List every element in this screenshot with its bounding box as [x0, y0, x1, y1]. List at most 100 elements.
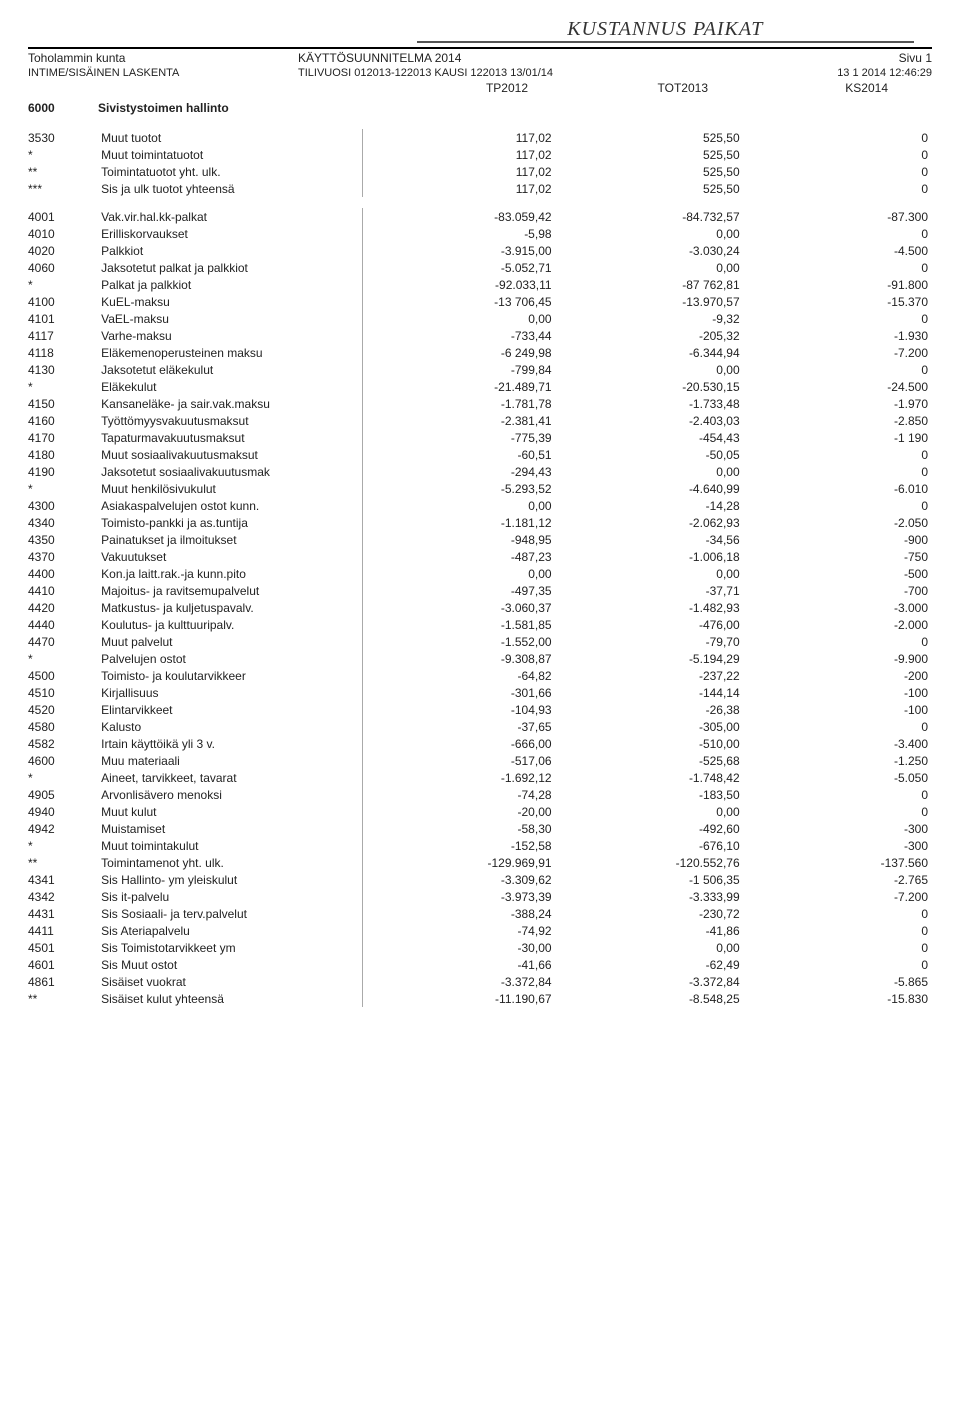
row-tot2013: -34,56 [552, 531, 740, 548]
table-row: 4060Jaksotetut palkat ja palkkiot-5.052,… [28, 259, 932, 276]
row-tot2013: -1.733,48 [552, 395, 740, 412]
row-ks2014: 0 [740, 718, 932, 735]
row-tp2012: -1.181,12 [363, 514, 552, 531]
row-label: Koulutus- ja kulttuuripalv. [101, 616, 363, 633]
table-row: 4470Muut palvelut-1.552,00-79,700 [28, 633, 932, 650]
row-tot2013: 0,00 [552, 803, 740, 820]
row-code: 4170 [28, 429, 101, 446]
row-label: Toimintamenot yht. ulk. [101, 854, 363, 871]
row-code: 4905 [28, 786, 101, 803]
row-label: Erilliskorvaukset [101, 225, 363, 242]
table-row: 4150Kansaneläke- ja sair.vak.maksu-1.781… [28, 395, 932, 412]
row-tot2013: -1.482,93 [552, 599, 740, 616]
row-tot2013: -5.194,29 [552, 650, 740, 667]
row-tot2013: 0,00 [552, 463, 740, 480]
row-code: 4190 [28, 463, 101, 480]
ledger-table: 3530Muut tuotot117,02525,500*Muut toimin… [28, 129, 932, 1007]
row-ks2014: -500 [740, 565, 932, 582]
row-tot2013: -476,00 [552, 616, 740, 633]
row-label: Kalusto [101, 718, 363, 735]
row-ks2014: -300 [740, 820, 932, 837]
table-row: 4101VaEL-maksu0,00-9,320 [28, 310, 932, 327]
table-row: 4180Muut sosiaalivakuutusmaksut-60,51-50… [28, 446, 932, 463]
row-label: Palvelujen ostot [101, 650, 363, 667]
table-row: **Toimintatuotot yht. ulk.117,02525,500 [28, 163, 932, 180]
row-tp2012: -1.692,12 [363, 769, 552, 786]
row-label: Majoitus- ja ravitsemupalvelut [101, 582, 363, 599]
row-tp2012: -20,00 [363, 803, 552, 820]
row-label: VaEL-maksu [101, 310, 363, 327]
table-row: *Muut toimintakulut-152,58-676,10-300 [28, 837, 932, 854]
row-code: 4001 [28, 208, 101, 225]
row-tot2013: -4.640,99 [552, 480, 740, 497]
row-code: 4510 [28, 684, 101, 701]
row-tot2013: -305,00 [552, 718, 740, 735]
row-tp2012: -152,58 [363, 837, 552, 854]
row-code: * [28, 769, 101, 786]
row-tp2012: -3.309,62 [363, 871, 552, 888]
row-tp2012: 117,02 [363, 129, 552, 146]
row-tot2013: -1.006,18 [552, 548, 740, 565]
row-tot2013: 525,50 [552, 163, 740, 180]
row-ks2014: -15.370 [740, 293, 932, 310]
row-ks2014: -1 190 [740, 429, 932, 446]
table-row: **Sisäiset kulut yhteensä-11.190,67-8.54… [28, 990, 932, 1007]
row-tp2012: -74,28 [363, 786, 552, 803]
table-row: *Palvelujen ostot-9.308,87-5.194,29-9.90… [28, 650, 932, 667]
row-code: 4130 [28, 361, 101, 378]
table-row: 4940Muut kulut-20,000,000 [28, 803, 932, 820]
row-ks2014: 0 [740, 310, 932, 327]
row-tot2013: -3.372,84 [552, 973, 740, 990]
row-label: Sis Toimistotarvikkeet ym [101, 939, 363, 956]
row-tp2012: -487,23 [363, 548, 552, 565]
table-row: *Muut henkilösivukulut-5.293,52-4.640,99… [28, 480, 932, 497]
row-ks2014: 0 [740, 259, 932, 276]
row-code: 4942 [28, 820, 101, 837]
row-ks2014: -200 [740, 667, 932, 684]
row-code: * [28, 276, 101, 293]
table-row: 4861Sisäiset vuokrat-3.372,84-3.372,84-5… [28, 973, 932, 990]
row-ks2014: -137.560 [740, 854, 932, 871]
row-label: Arvonlisävero menoksi [101, 786, 363, 803]
row-label: Vakuutukset [101, 548, 363, 565]
row-ks2014: -100 [740, 684, 932, 701]
row-tp2012: -733,44 [363, 327, 552, 344]
row-label: Muu materiaali [101, 752, 363, 769]
row-code: 4060 [28, 259, 101, 276]
row-label: Sis Sosiaali- ja terv.palvelut [101, 905, 363, 922]
row-code: 4350 [28, 531, 101, 548]
row-tp2012: 0,00 [363, 310, 552, 327]
row-tp2012: -3.915,00 [363, 242, 552, 259]
row-ks2014: 0 [740, 180, 932, 197]
row-ks2014: 0 [740, 163, 932, 180]
row-ks2014: -100 [740, 701, 932, 718]
row-ks2014: -2.000 [740, 616, 932, 633]
row-ks2014: 0 [740, 146, 932, 163]
row-tot2013: -3.333,99 [552, 888, 740, 905]
row-tp2012: -1.552,00 [363, 633, 552, 650]
table-row: 4342Sis it-palvelu-3.973,39-3.333,99-7.2… [28, 888, 932, 905]
table-row: 4010Erilliskorvaukset-5,980,000 [28, 225, 932, 242]
row-code: 4440 [28, 616, 101, 633]
row-ks2014: 0 [740, 905, 932, 922]
report-subheader: INTIME/SISÄINEN LASKENTA TILIVUOSI 01201… [28, 67, 932, 79]
table-row: 4190Jaksotetut sosiaalivakuutusmak-294,4… [28, 463, 932, 480]
row-ks2014: -6.010 [740, 480, 932, 497]
table-row: 4601Sis Muut ostot-41,66-62,490 [28, 956, 932, 973]
row-tot2013: -2.403,03 [552, 412, 740, 429]
row-tot2013: -13.970,57 [552, 293, 740, 310]
row-tp2012: -3.060,37 [363, 599, 552, 616]
row-tot2013: -84.732,57 [552, 208, 740, 225]
print-timestamp: 13 1 2014 12:46:29 [732, 67, 932, 79]
row-label: Työttömyysvakuutusmaksut [101, 412, 363, 429]
row-code: 4100 [28, 293, 101, 310]
table-row: *Eläkekulut-21.489,71-20.530,15-24.500 [28, 378, 932, 395]
row-code: 4501 [28, 939, 101, 956]
row-tp2012: -5,98 [363, 225, 552, 242]
row-tot2013: -9,32 [552, 310, 740, 327]
row-tot2013: -676,10 [552, 837, 740, 854]
row-tot2013: -41,86 [552, 922, 740, 939]
table-row: *Palkat ja palkkiot-92.033,11-87 762,81-… [28, 276, 932, 293]
row-ks2014: 0 [740, 922, 932, 939]
row-ks2014: -300 [740, 837, 932, 854]
